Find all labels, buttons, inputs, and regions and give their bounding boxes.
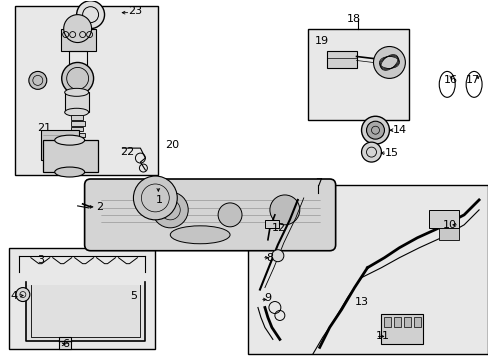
Text: 18: 18: [346, 14, 360, 24]
Text: 5: 5: [130, 291, 137, 301]
Text: 19: 19: [314, 36, 328, 46]
Ellipse shape: [170, 226, 229, 244]
Ellipse shape: [55, 135, 84, 145]
Text: 17: 17: [465, 75, 479, 85]
Text: 1: 1: [155, 195, 162, 205]
Bar: [15, 6, 158, 175]
Text: 8: 8: [265, 253, 272, 263]
Text: 3: 3: [37, 255, 44, 265]
Bar: [61, 28, 95, 50]
Circle shape: [152, 192, 188, 228]
Circle shape: [366, 121, 384, 139]
Text: 4: 4: [11, 291, 18, 301]
Bar: [264, 220, 278, 228]
Bar: [9, 248, 155, 349]
Text: 10: 10: [442, 220, 456, 230]
Bar: [307, 28, 408, 120]
Text: 6: 6: [62, 339, 70, 349]
Bar: [307, 28, 408, 120]
Text: 13: 13: [354, 297, 368, 306]
Circle shape: [16, 288, 30, 302]
Bar: [59, 337, 71, 349]
Bar: [394, 318, 401, 328]
Circle shape: [29, 71, 47, 89]
Bar: [438, 228, 458, 240]
Bar: [71, 121, 84, 126]
Text: 15: 15: [384, 148, 398, 158]
Bar: [42, 140, 98, 172]
Circle shape: [61, 62, 93, 94]
Bar: [326, 50, 356, 68]
Circle shape: [361, 116, 388, 144]
Bar: [384, 318, 390, 328]
Text: 20: 20: [165, 140, 179, 150]
Ellipse shape: [64, 88, 88, 96]
FancyBboxPatch shape: [84, 179, 335, 251]
Text: 11: 11: [375, 332, 389, 341]
Circle shape: [63, 15, 91, 42]
Circle shape: [361, 142, 381, 162]
Bar: [428, 210, 458, 228]
Text: 9: 9: [264, 293, 270, 302]
Bar: [413, 318, 421, 328]
Bar: [64, 92, 88, 112]
Bar: [404, 318, 410, 328]
Bar: [41, 130, 79, 160]
Text: 23: 23: [128, 6, 142, 15]
Bar: [15, 6, 158, 175]
Text: 7: 7: [314, 178, 321, 188]
Circle shape: [269, 195, 299, 225]
Bar: [247, 185, 487, 354]
Circle shape: [373, 46, 405, 78]
Text: 14: 14: [392, 125, 406, 135]
Circle shape: [77, 1, 104, 28]
Bar: [68, 50, 86, 68]
Text: 16: 16: [443, 75, 457, 85]
Text: 22: 22: [120, 147, 135, 157]
Circle shape: [133, 176, 177, 220]
Bar: [9, 248, 155, 349]
Bar: [71, 115, 82, 120]
Ellipse shape: [55, 167, 84, 177]
Text: 21: 21: [37, 123, 51, 133]
Text: 2: 2: [96, 202, 103, 212]
Bar: [26, 285, 145, 341]
Bar: [247, 185, 487, 354]
Text: 12: 12: [271, 223, 285, 233]
Bar: [71, 127, 82, 131]
Bar: [71, 133, 84, 137]
Bar: [381, 315, 423, 345]
Ellipse shape: [64, 108, 88, 116]
Circle shape: [218, 203, 242, 227]
Circle shape: [271, 250, 283, 262]
